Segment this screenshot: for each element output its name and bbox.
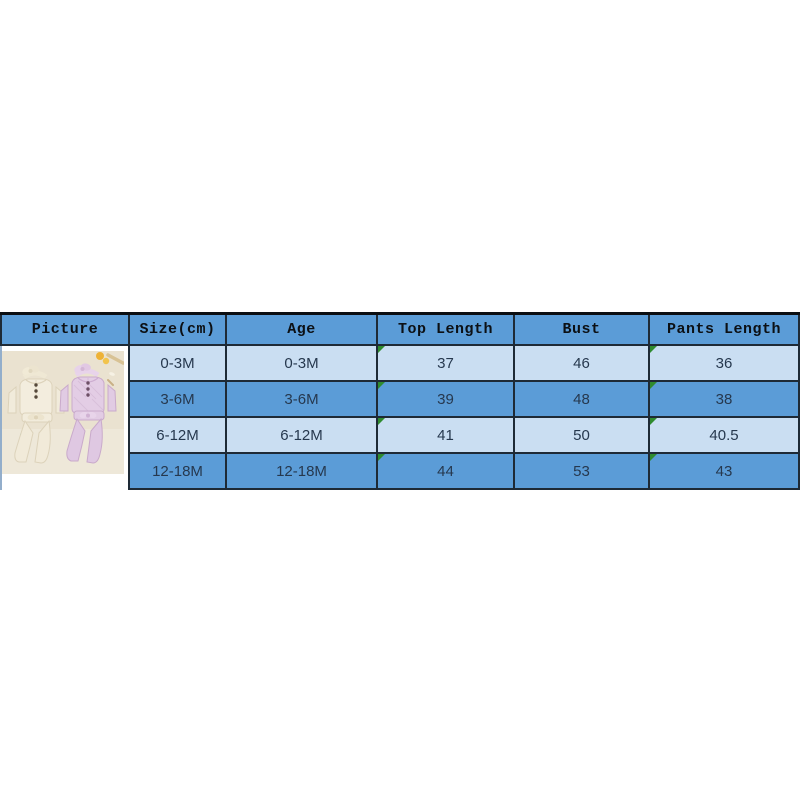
green-corner-flag-icon	[378, 346, 385, 353]
green-corner-flag-icon	[378, 454, 385, 461]
outfit-cream	[7, 365, 65, 464]
green-corner-flag-icon	[650, 382, 657, 389]
cell-age-row1: 0-3M	[225, 346, 376, 382]
green-corner-flag-icon	[650, 454, 657, 461]
cell-bust-row3: 50	[513, 418, 648, 454]
cell-value: 36	[715, 354, 733, 372]
column-header-bust: Bust	[513, 315, 648, 346]
column-header-picture: Picture	[0, 315, 128, 346]
cell-value: 37	[437, 354, 454, 372]
green-corner-flag-icon	[378, 418, 385, 425]
cell-top-length-row4: 44	[376, 454, 513, 490]
outfit-lavender	[59, 363, 117, 464]
wooden-stick-prop	[106, 353, 125, 365]
cell-pants-length-row1: 36	[648, 346, 800, 382]
size-table: Picture Size(cm) Age Top Length Bust Pan…	[0, 312, 800, 490]
cell-top-length-row3: 41	[376, 418, 513, 454]
cell-value: 44	[437, 462, 454, 480]
cell-pants-length-row3: 40.5	[648, 418, 800, 454]
cell-pants-length-row2: 38	[648, 382, 800, 418]
cell-value: 38	[715, 390, 733, 408]
green-corner-flag-icon	[650, 346, 657, 353]
cell-value: 41	[437, 426, 454, 444]
shell-prop	[109, 372, 115, 376]
product-photo	[2, 351, 125, 474]
column-header-top-length: Top Length	[376, 315, 513, 346]
cell-value: 40.5	[709, 426, 739, 444]
green-corner-flag-icon	[378, 382, 385, 389]
column-header-age: Age	[225, 315, 376, 346]
cell-age-row3: 6-12M	[225, 418, 376, 454]
cell-top-length-row1: 37	[376, 346, 513, 382]
cell-size-row4: 12-18M	[128, 454, 225, 490]
cell-bust-row1: 46	[513, 346, 648, 382]
cell-bust-row2: 48	[513, 382, 648, 418]
cell-size-row1: 0-3M	[128, 346, 225, 382]
column-header-size: Size(cm)	[128, 315, 225, 346]
cell-value: 39	[437, 390, 454, 408]
cell-pants-length-row4: 43	[648, 454, 800, 490]
product-photo-cell	[0, 346, 128, 490]
cell-age-row4: 12-18M	[225, 454, 376, 490]
green-corner-flag-icon	[650, 418, 657, 425]
cell-size-row2: 3-6M	[128, 382, 225, 418]
cell-age-row2: 3-6M	[225, 382, 376, 418]
cell-value: 43	[715, 462, 733, 480]
cell-top-length-row2: 39	[376, 382, 513, 418]
column-header-pants-length: Pants Length	[648, 315, 800, 346]
twig-prop	[107, 379, 114, 386]
cell-size-row3: 6-12M	[128, 418, 225, 454]
yellow-pompoms	[96, 352, 110, 365]
cell-bust-row4: 53	[513, 454, 648, 490]
